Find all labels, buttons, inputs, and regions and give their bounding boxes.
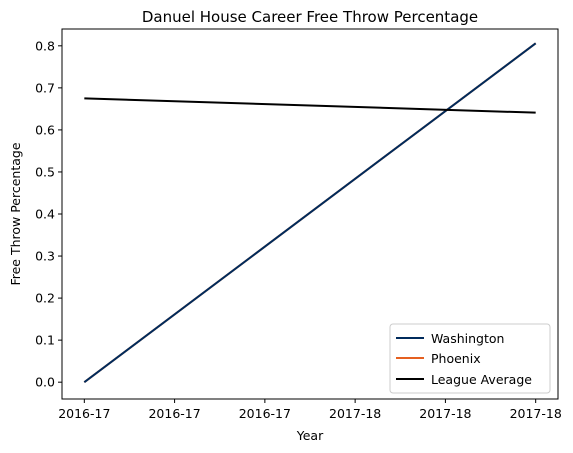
x-tick-label: 2017-18 <box>510 406 562 421</box>
y-tick-label: 0.2 <box>35 291 55 306</box>
x-axis: 2016-17 2016-17 2016-17 2017-18 2017-18 2017-… <box>58 399 562 421</box>
series-layer <box>83 42 537 383</box>
x-tick-label: 2016-17 <box>148 406 200 421</box>
x-tick-label: 2016-17 <box>58 406 110 421</box>
y-tick-label: 0.8 <box>35 38 55 53</box>
chart-title: Danuel House Career Free Throw Percentag… <box>142 8 478 26</box>
x-tick-label: 2017-18 <box>329 406 381 421</box>
x-tick-label: 2016-17 <box>239 406 291 421</box>
series-line-washington <box>83 42 537 383</box>
y-tick-label: 0.7 <box>35 80 55 95</box>
legend-frame <box>389 323 551 394</box>
legend: Washington Phoenix League Average <box>389 323 551 394</box>
y-tick-label: 0.5 <box>35 164 55 179</box>
y-tick-label: 0.0 <box>35 375 55 390</box>
legend-label-phoenix: Phoenix <box>431 351 481 366</box>
y-tick-label: 0.4 <box>35 207 55 222</box>
x-tick-label: 2017-18 <box>419 406 471 421</box>
x-axis-label: Year <box>296 428 324 443</box>
legend-label-league-average: League Average <box>431 372 532 387</box>
y-tick-label: 0.3 <box>35 249 55 264</box>
y-tick-label: 0.6 <box>35 122 55 137</box>
y-tick-label: 0.1 <box>35 333 55 348</box>
y-axis: 0.0 0.1 0.2 0.3 0.4 0.5 0.6 0.7 0.8 <box>35 38 62 390</box>
series-line-league-average <box>84 97 536 114</box>
legend-label-washington: Washington <box>431 331 504 346</box>
y-axis-label: Free Throw Percentage <box>8 142 23 285</box>
